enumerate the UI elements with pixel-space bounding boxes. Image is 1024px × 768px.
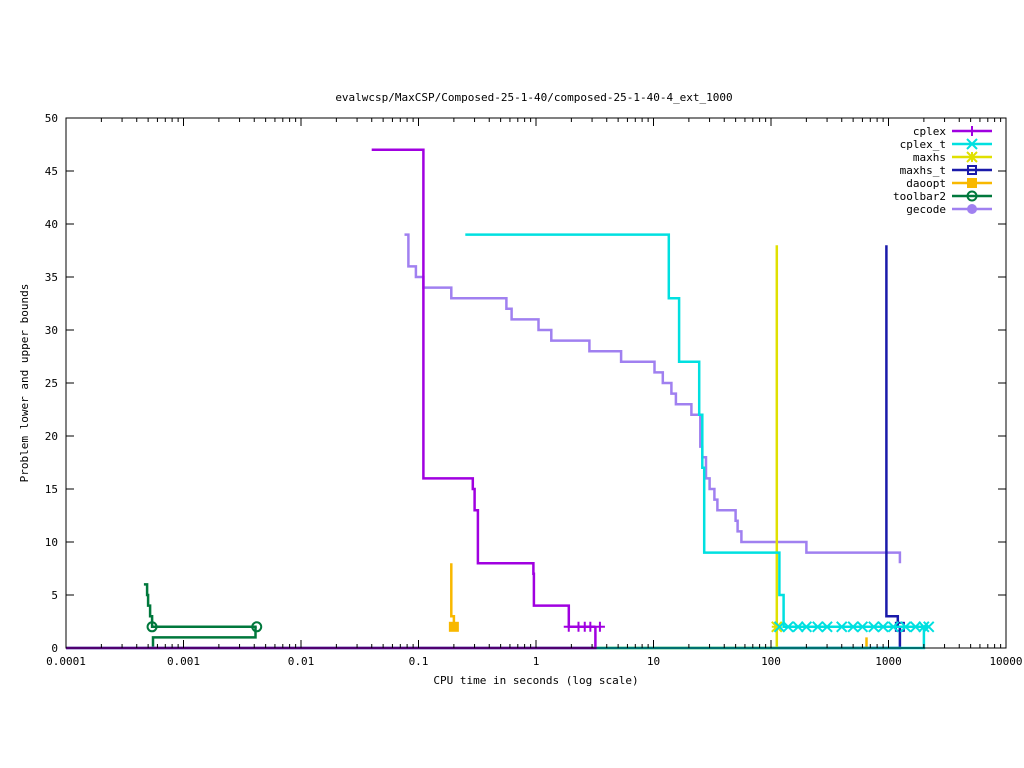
data-point bbox=[782, 621, 794, 633]
series-line-lower bbox=[66, 626, 597, 650]
y-tick-label: 25 bbox=[45, 377, 58, 390]
x-tick-label: 1 bbox=[533, 655, 540, 668]
y-tick-label: 45 bbox=[45, 165, 58, 178]
legend-marker bbox=[966, 138, 978, 150]
series-line-upper bbox=[450, 563, 456, 627]
legend-marker bbox=[967, 178, 977, 188]
data-point bbox=[923, 621, 935, 633]
data-point bbox=[868, 621, 880, 633]
x-tick-label: 10000 bbox=[989, 655, 1022, 668]
legend-label: gecode bbox=[906, 203, 946, 216]
legend-marker bbox=[966, 190, 978, 202]
x-tick-label: 0.0001 bbox=[46, 655, 86, 668]
series-line-upper bbox=[371, 148, 596, 629]
data-point bbox=[856, 621, 869, 633]
legend-label: daoopt bbox=[906, 177, 946, 190]
series-cplex bbox=[66, 148, 605, 650]
legend-label: maxhs bbox=[913, 151, 946, 164]
series-line-upper bbox=[885, 245, 900, 627]
data-point bbox=[251, 621, 263, 633]
data-point bbox=[918, 621, 930, 633]
data-point bbox=[877, 621, 889, 633]
data-point bbox=[448, 621, 459, 632]
plot-frame bbox=[65, 117, 1007, 649]
chart-title: evalwcsp/MaxCSP/Composed-25-1-40/compose… bbox=[335, 91, 732, 104]
y-tick-label: 50 bbox=[45, 112, 58, 125]
y-tick-label: 0 bbox=[51, 642, 58, 655]
legend-item-daoopt: daoopt bbox=[906, 177, 992, 190]
series-line-upper bbox=[465, 233, 929, 629]
y-tick-label: 40 bbox=[45, 218, 58, 231]
y-tick-label: 30 bbox=[45, 324, 58, 337]
data-point bbox=[909, 621, 922, 633]
legend-item-cplex_t: cplex_t bbox=[900, 138, 992, 151]
series-daoopt bbox=[66, 563, 868, 650]
y-tick-label: 5 bbox=[51, 589, 58, 602]
data-point bbox=[146, 621, 158, 633]
x-tick-label: 0.1 bbox=[409, 655, 429, 668]
x-axis-label: CPU time in seconds (log scale) bbox=[433, 674, 638, 687]
axis-ticks: 0.0001 0.001 0.01 0.1 1 10 100 1000 10000 0 5 10 15 2… bbox=[45, 112, 1023, 668]
x-tick-label: 100 bbox=[761, 655, 781, 668]
legend-marker bbox=[967, 204, 977, 214]
legend: cplexcplex_tmaxhsmaxhs_tdaoopttoolbar2ge… bbox=[893, 125, 992, 216]
series-gecode bbox=[404, 233, 902, 564]
plot-area bbox=[66, 148, 935, 650]
legend-label: cplex bbox=[913, 125, 946, 138]
data-point bbox=[899, 621, 912, 633]
data-point bbox=[836, 621, 848, 633]
legend-label: toolbar2 bbox=[893, 190, 946, 203]
legend-item-gecode: gecode bbox=[906, 203, 992, 216]
legend-marker bbox=[966, 151, 978, 163]
y-tick-label: 10 bbox=[45, 536, 58, 549]
x-tick-label: 0.01 bbox=[288, 655, 315, 668]
y-tick-label: 35 bbox=[45, 271, 58, 284]
x-tick-label: 0.001 bbox=[167, 655, 200, 668]
series-line-lower bbox=[142, 626, 257, 650]
data-point bbox=[771, 621, 783, 633]
data-point bbox=[585, 621, 596, 632]
series-line-lower bbox=[66, 637, 868, 650]
series-line-upper bbox=[143, 583, 257, 629]
data-point bbox=[821, 621, 833, 633]
legend-item-maxhs: maxhs bbox=[913, 151, 992, 164]
data-point bbox=[887, 621, 900, 633]
x-tick-label: 10 bbox=[647, 655, 660, 668]
x-tick-label: 1000 bbox=[875, 655, 902, 668]
data-point bbox=[792, 621, 804, 633]
y-tick-label: 20 bbox=[45, 430, 58, 443]
legend-item-cplex: cplex bbox=[913, 125, 992, 138]
legend-marker bbox=[967, 126, 977, 136]
legend-marker bbox=[967, 165, 977, 175]
legend-item-maxhs_t: maxhs_t bbox=[900, 164, 992, 177]
data-point bbox=[563, 621, 574, 632]
legend-label: cplex_t bbox=[900, 138, 946, 151]
legend-label: maxhs_t bbox=[900, 164, 946, 177]
series-line-upper bbox=[404, 233, 902, 564]
legend-item-toolbar2: toolbar2 bbox=[893, 190, 992, 203]
series-cplex_t bbox=[66, 233, 935, 650]
data-point bbox=[594, 621, 605, 632]
y-axis-label: Problem lower and upper bounds bbox=[18, 284, 31, 483]
data-point bbox=[847, 621, 859, 633]
series-toolbar2 bbox=[142, 583, 263, 650]
data-point bbox=[812, 621, 824, 633]
data-point bbox=[800, 621, 813, 633]
data-point bbox=[773, 621, 786, 633]
y-tick-label: 15 bbox=[45, 483, 58, 496]
